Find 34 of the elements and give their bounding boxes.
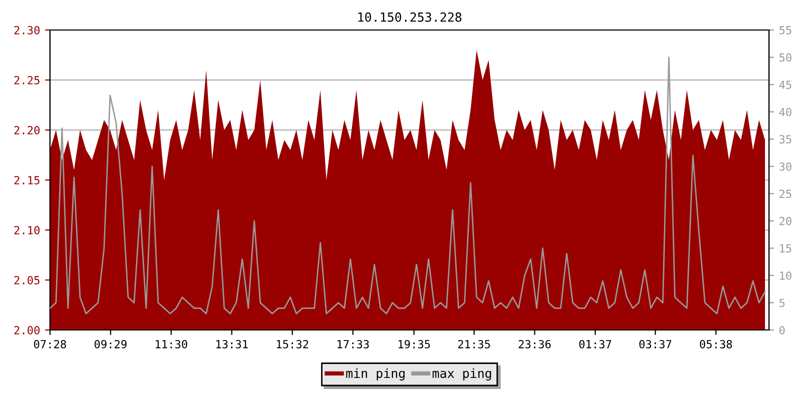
y2-tick-label: 10 bbox=[780, 271, 792, 280]
y2-tick-label: 45 bbox=[779, 80, 792, 89]
x-tick-label: 05:38 bbox=[700, 340, 732, 348]
x-tick-label: 15:32 bbox=[276, 340, 308, 348]
x-tick-label: 09:29 bbox=[94, 340, 127, 348]
y-tick-label: 2.20 bbox=[14, 126, 40, 134]
x-tick-label: 07:28 bbox=[34, 340, 66, 348]
y2-tick-label: 40 bbox=[779, 108, 792, 116]
y-tick-label: 2.25 bbox=[14, 76, 40, 84]
x-tick-label: 17:33 bbox=[338, 340, 369, 348]
y2-tick-label: 50 bbox=[780, 53, 792, 62]
legend-label: max ping bbox=[432, 368, 492, 380]
y2-tick-label: 0 bbox=[779, 326, 785, 334]
y-tick-label: 2.30 bbox=[14, 26, 40, 34]
chart-title: 10.150.253.228 bbox=[358, 12, 462, 22]
y2-tick-label: 55 bbox=[780, 26, 792, 34]
x-tick-label: 21:35 bbox=[458, 340, 490, 348]
y2-tick-label: 20 bbox=[780, 216, 792, 226]
y2-tick-label: 30 bbox=[779, 162, 792, 171]
y-tick-label: 2.00 bbox=[14, 326, 40, 334]
x-tick-label: 03:37 bbox=[639, 340, 672, 348]
x-tick-label: 11:30 bbox=[156, 340, 188, 348]
y-tick-label: 2.10 bbox=[14, 226, 40, 234]
legend-label: min ping bbox=[346, 368, 405, 380]
y2-tick-label: 25 bbox=[780, 190, 792, 198]
y2-tick-label: 15 bbox=[780, 244, 792, 253]
x-tick-label: 19:35 bbox=[398, 340, 430, 348]
y2-tick-label: 5 bbox=[780, 298, 785, 308]
x-tick-label: 01:37 bbox=[579, 340, 612, 348]
x-tick-label: 13:31 bbox=[216, 340, 248, 348]
x-tick-label: 23:36 bbox=[518, 340, 551, 348]
y-tick-label: 2.05 bbox=[14, 276, 40, 284]
y2-tick-label: 35 bbox=[779, 135, 792, 144]
y-tick-label: 2.15 bbox=[14, 176, 40, 184]
